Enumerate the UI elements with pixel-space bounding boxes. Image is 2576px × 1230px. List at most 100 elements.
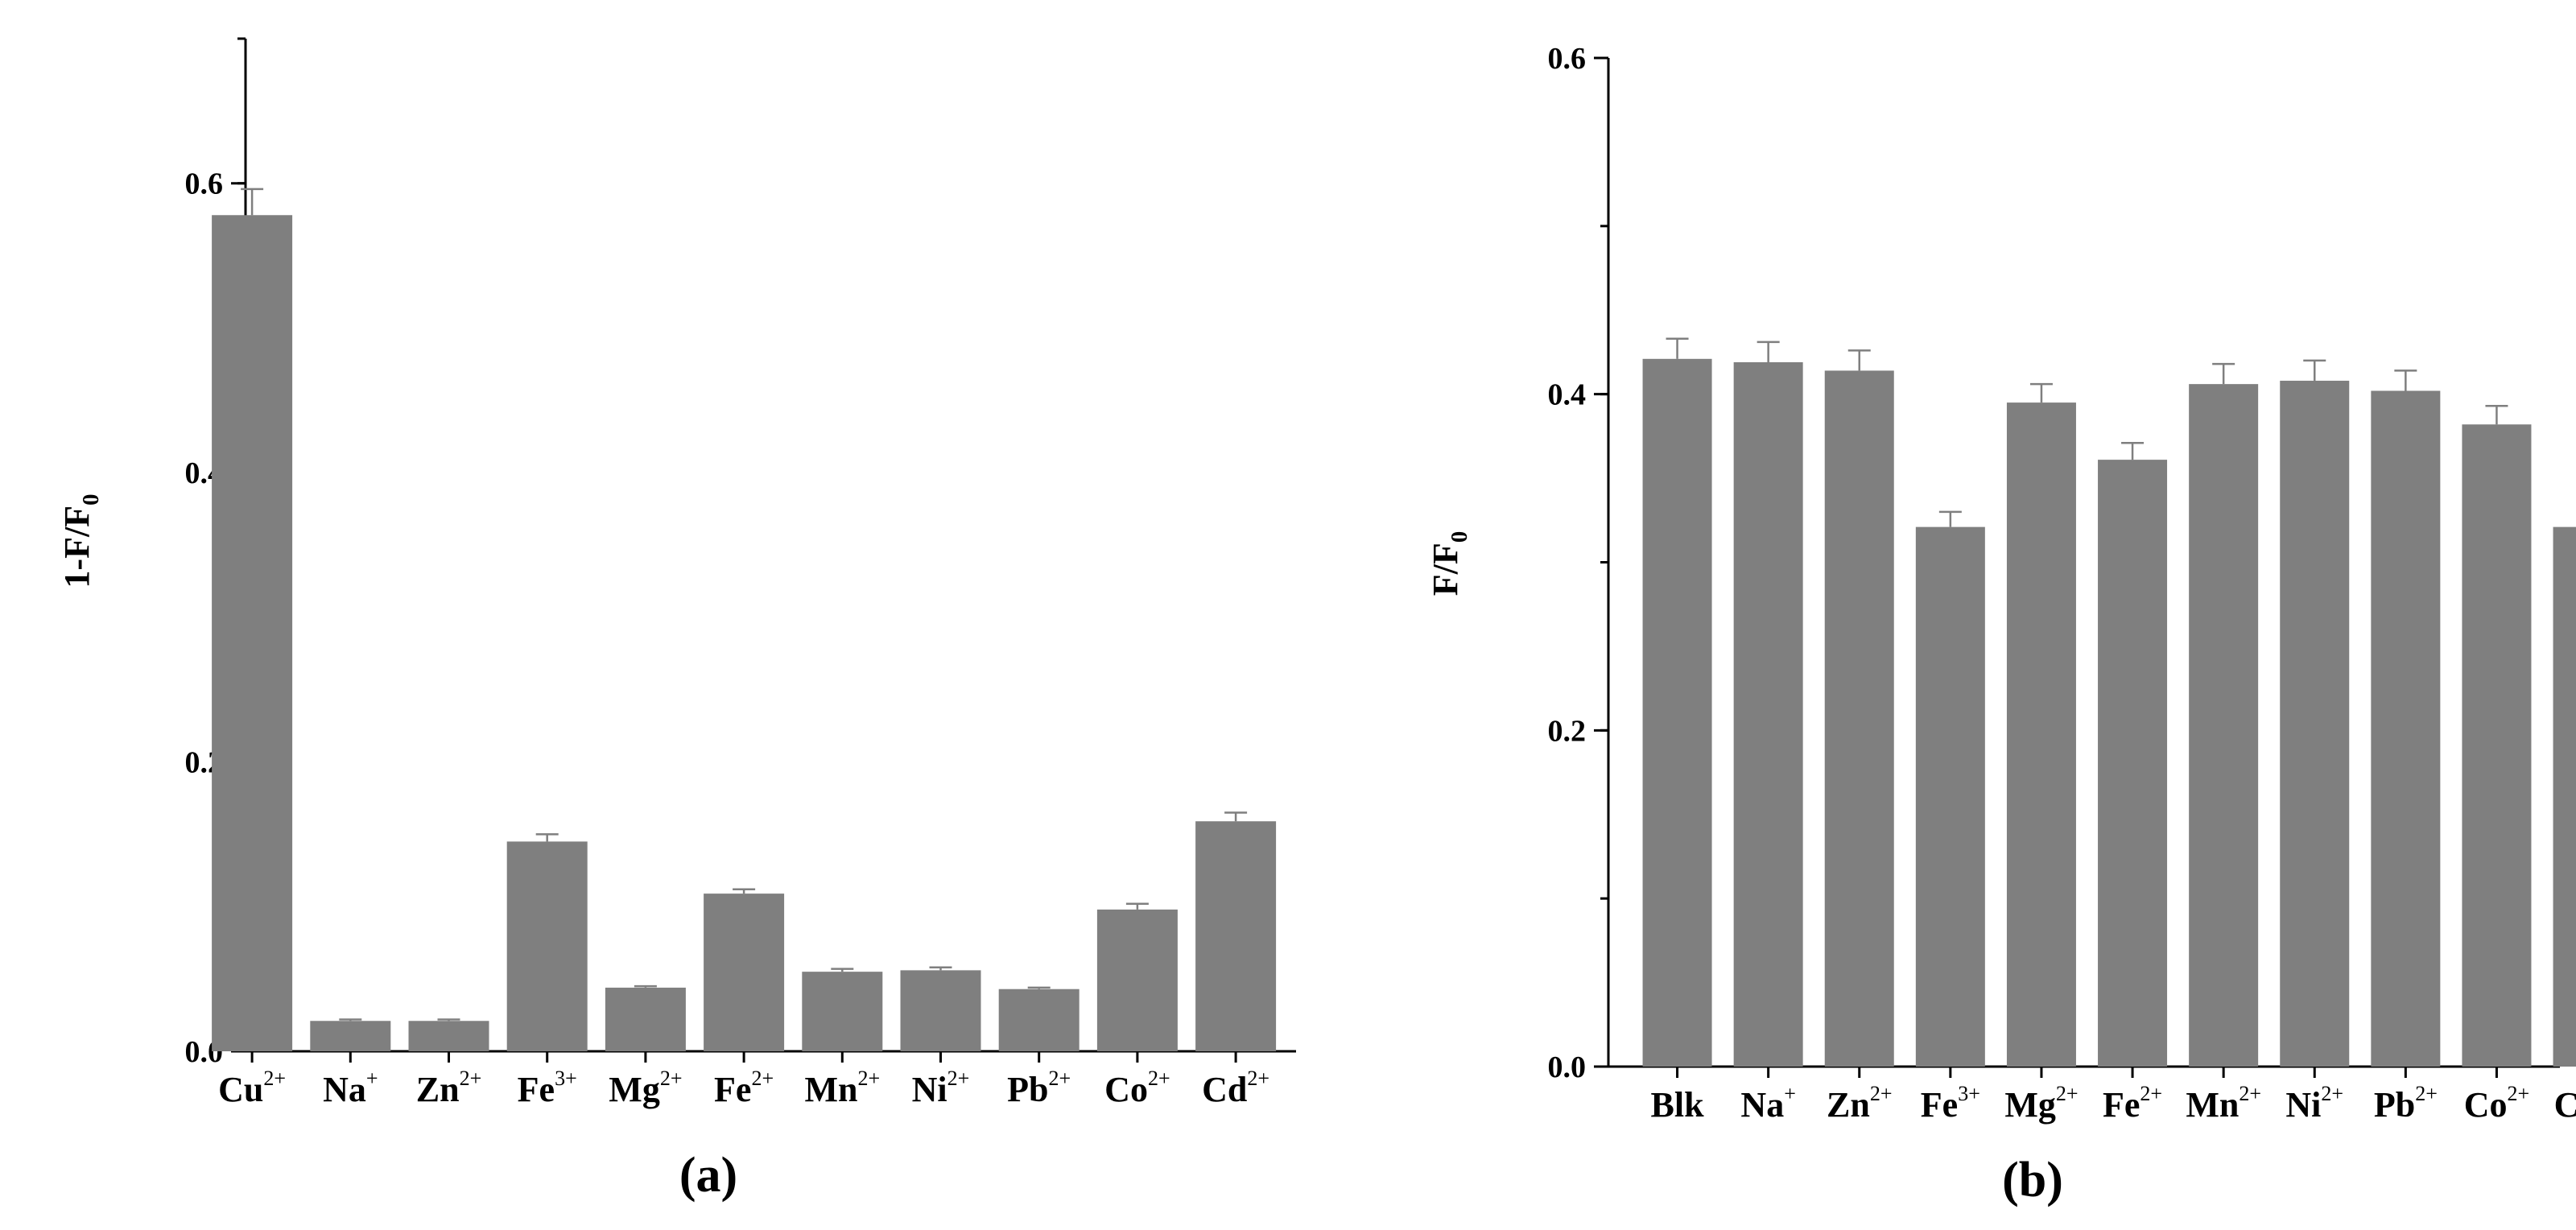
bar: [900, 970, 981, 1051]
x-tick-label-base: Ni: [2285, 1085, 2321, 1125]
x-tick-label-superscript: 2+: [263, 1067, 286, 1090]
x-tick-label-base: Cd: [1202, 1070, 1247, 1109]
x-tick-label-base: Fe: [518, 1070, 555, 1109]
bar: [2189, 384, 2259, 1067]
x-tick-label-superscript: 2+: [1870, 1082, 1893, 1105]
bar: [802, 972, 883, 1051]
x-tick-label: Fe3+: [518, 1067, 577, 1109]
y-tick-label: 0.0: [1548, 1050, 1587, 1084]
x-tick-label-base: Zn: [1827, 1085, 1870, 1125]
x-tick-label-superscript: 3+: [555, 1067, 577, 1090]
x-tick-label: Na+: [323, 1067, 378, 1109]
x-tick-label: Fe2+: [2103, 1082, 2162, 1125]
y-axis-label-base: F/F: [1426, 543, 1465, 596]
bar: [2553, 526, 2576, 1067]
bar: [605, 987, 686, 1051]
x-tick-label: Zn2+: [1827, 1082, 1893, 1125]
x-tick-label: Pb2+: [1007, 1067, 1071, 1109]
y-axis-label: 1-F/F0: [57, 493, 104, 588]
x-tick-label-superscript: 3+: [1958, 1082, 1980, 1105]
x-tick-label-base: Cu: [218, 1070, 263, 1109]
x-tick-label: Mg2+: [2004, 1082, 2078, 1125]
x-tick-label-superscript: 2+: [947, 1067, 970, 1090]
x-tick-label-superscript: 2+: [460, 1067, 482, 1090]
bar: [1096, 909, 1178, 1051]
bar: [1824, 370, 1894, 1067]
bar: [2280, 380, 2350, 1067]
bar: [2462, 424, 2532, 1067]
x-tick-label: Na+: [1740, 1082, 1795, 1125]
bar: [2006, 402, 2076, 1067]
bar: [998, 989, 1080, 1051]
x-tick-label-superscript: 2+: [1148, 1067, 1170, 1090]
y-axis-label-subscript: 0: [78, 493, 104, 506]
x-tick-label-superscript: 2+: [2239, 1082, 2261, 1105]
y-tick-label: 0.2: [1548, 714, 1587, 748]
x-tick-label-base: Na: [1740, 1085, 1784, 1125]
x-tick-label-superscript: 2+: [751, 1067, 774, 1090]
bar: [1642, 358, 1712, 1067]
x-tick-label-superscript: 2+: [1247, 1067, 1269, 1090]
x-tick-label-superscript: 2+: [857, 1067, 880, 1090]
x-tick-label-base: Fe: [714, 1070, 751, 1109]
bar: [310, 1021, 391, 1051]
x-tick-label-superscript: 2+: [2140, 1082, 2162, 1105]
x-tick-label-base: Mn: [804, 1070, 857, 1109]
bar: [1195, 821, 1277, 1051]
x-tick-label: Ni2+: [2285, 1082, 2343, 1125]
bar: [2098, 460, 2168, 1067]
x-tick-label-base: Mn: [2186, 1085, 2239, 1125]
x-tick-label: Co2+: [2464, 1082, 2529, 1125]
x-tick-label: Fe3+: [1921, 1082, 1980, 1125]
y-tick-label: 0.4: [1548, 378, 1587, 412]
x-tick-label-superscript: +: [1784, 1082, 1796, 1105]
x-tick-label-base: Mg: [2004, 1085, 2056, 1125]
x-tick-label-base: Zn: [416, 1070, 460, 1109]
x-tick-label: Pb2+: [2374, 1082, 2438, 1125]
y-tick-label: 0.6: [1548, 42, 1587, 76]
x-tick-label: Zn2+: [416, 1067, 482, 1109]
x-tick-label: Mn2+: [804, 1067, 880, 1109]
y-axis-label: F/F0: [1426, 531, 1472, 596]
x-tick-label-base: Pb: [1007, 1070, 1048, 1109]
y-axis-label-base: 1-F/F: [57, 506, 97, 588]
x-tick-label-superscript: 2+: [2321, 1082, 2343, 1105]
x-tick-label-base: Fe: [1921, 1085, 1958, 1125]
x-tick-label: Cu2+: [218, 1067, 286, 1109]
x-tick-label-base: Blk: [1651, 1085, 1705, 1125]
bar: [408, 1021, 489, 1051]
x-tick-label: Blk: [1651, 1085, 1705, 1125]
bar: [1733, 361, 1803, 1067]
x-tick-label-superscript: +: [366, 1067, 378, 1090]
x-tick-label-base: Ni: [912, 1070, 947, 1109]
x-tick-label-base: Mg: [609, 1070, 660, 1109]
y-tick-label: 0.6: [185, 167, 224, 201]
x-tick-label: Ni2+: [912, 1067, 970, 1109]
x-tick-label: Mn2+: [2186, 1082, 2261, 1125]
bar: [1915, 526, 1985, 1067]
x-tick-label-base: Co: [2464, 1085, 2508, 1125]
panel-label: (b): [2002, 1153, 2063, 1207]
x-tick-label-base: Co: [1104, 1070, 1148, 1109]
x-tick-label-base: Cd: [2554, 1085, 2576, 1125]
x-tick-label-superscript: 2+: [660, 1067, 683, 1090]
bar: [704, 894, 785, 1051]
x-tick-label-superscript: 2+: [1049, 1067, 1071, 1090]
bar: [2371, 390, 2441, 1067]
x-tick-label: Mg2+: [609, 1067, 682, 1109]
x-tick-label-superscript: 2+: [2508, 1082, 2530, 1105]
x-tick-label-base: Na: [323, 1070, 366, 1109]
x-tick-label: Cd2+: [1202, 1067, 1269, 1109]
x-tick-label-base: Pb: [2374, 1085, 2415, 1125]
x-tick-label: Fe2+: [714, 1067, 774, 1109]
x-tick-label: Cd2+: [2554, 1082, 2576, 1125]
panel-label: (a): [679, 1148, 737, 1203]
x-tick-label: Co2+: [1104, 1067, 1170, 1109]
x-tick-label-superscript: 2+: [2056, 1082, 2079, 1105]
bar: [212, 215, 293, 1051]
y-axis-label-subscript: 0: [1447, 531, 1472, 543]
bar: [506, 841, 588, 1051]
